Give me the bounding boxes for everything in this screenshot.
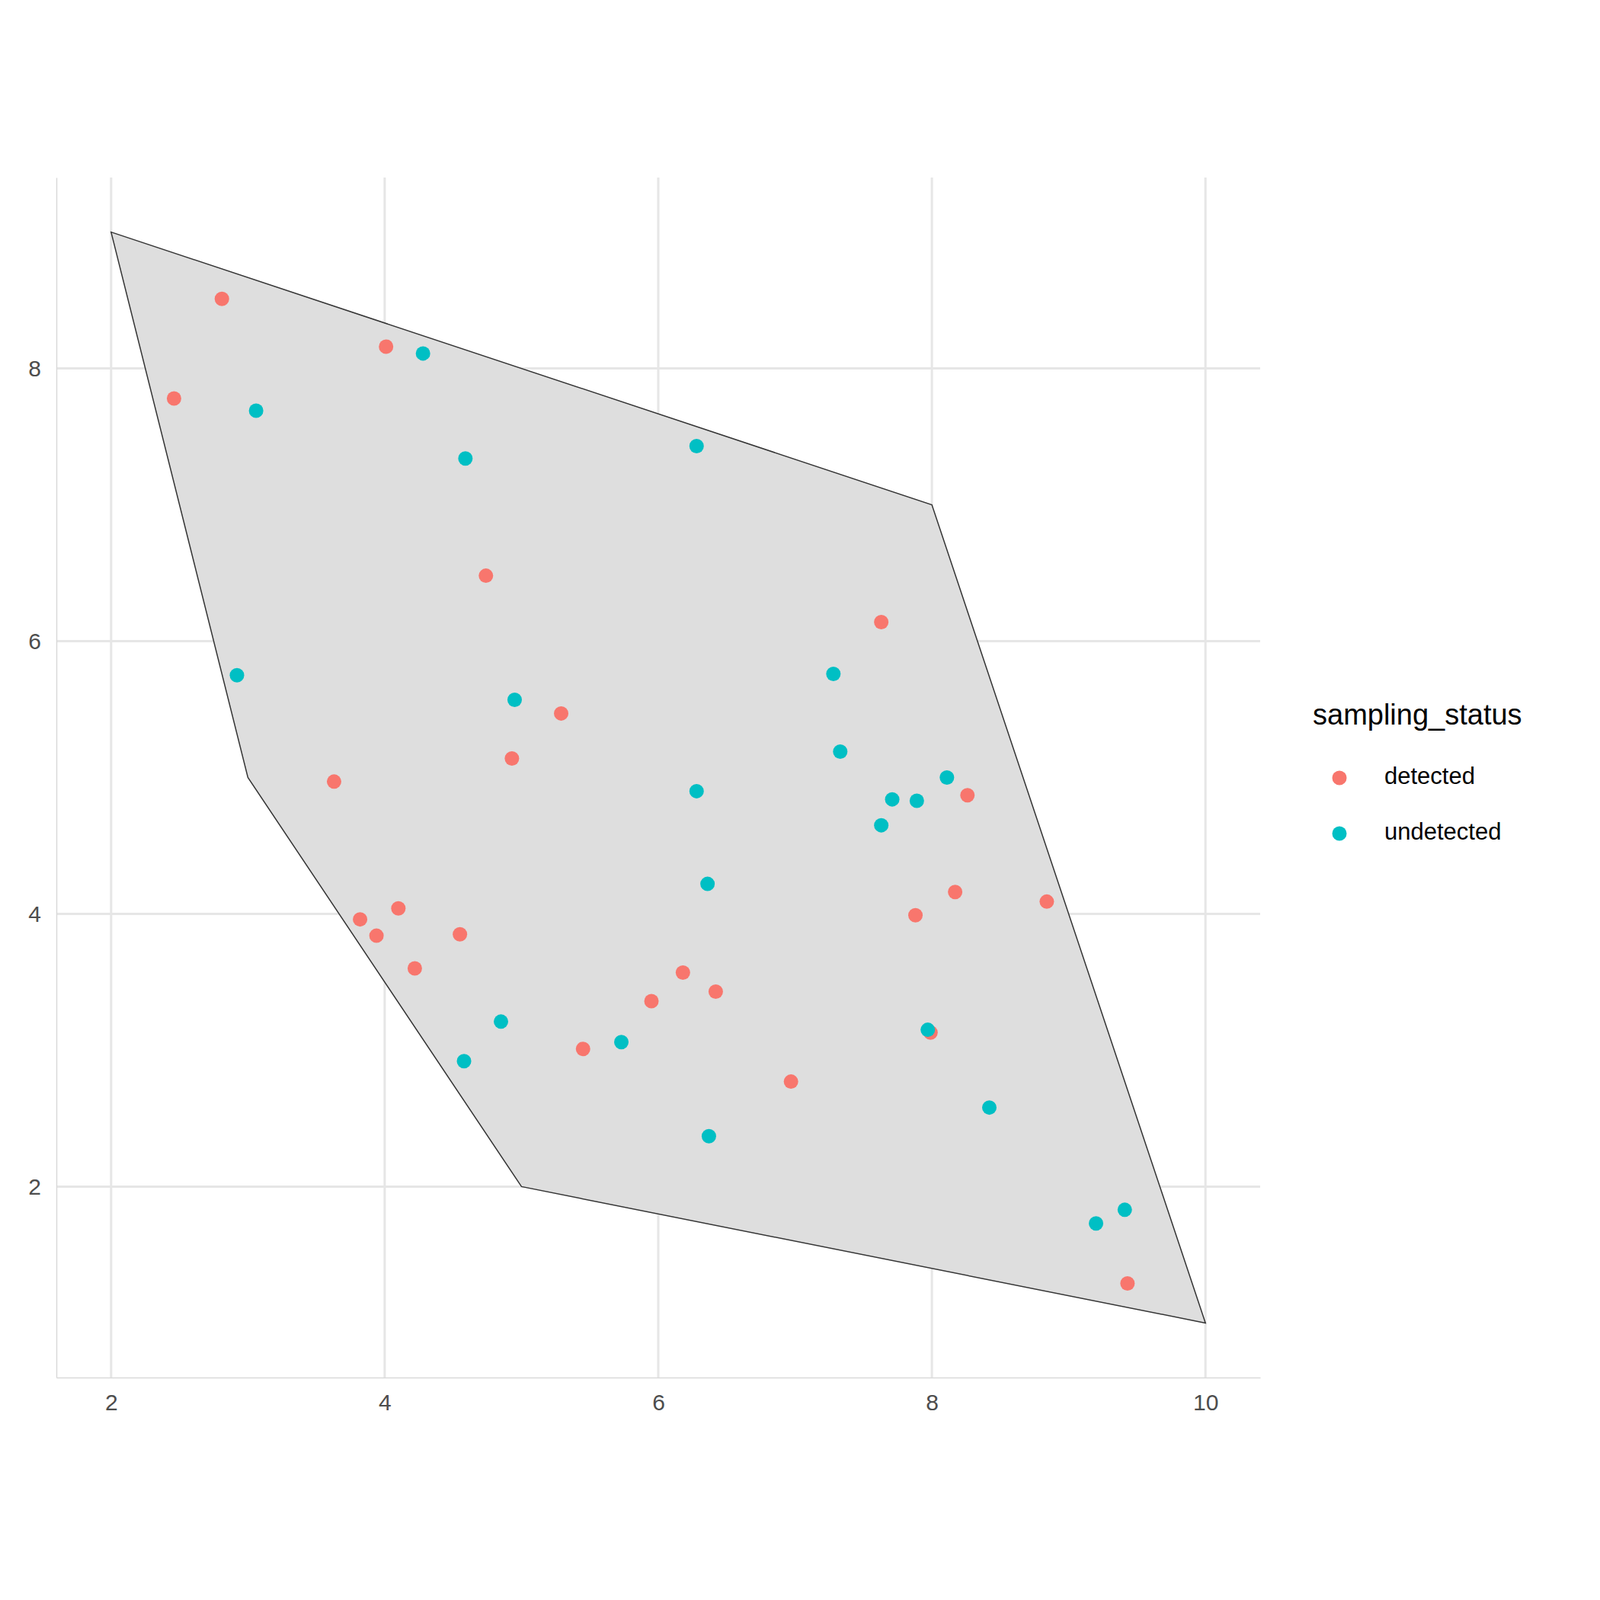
point xyxy=(416,345,431,361)
point xyxy=(478,568,493,583)
point xyxy=(873,614,889,630)
tick-label: 2 xyxy=(28,1174,42,1200)
axis-line xyxy=(56,178,58,1379)
tick-label: 10 xyxy=(1193,1389,1219,1415)
point xyxy=(947,884,963,900)
polygon xyxy=(111,232,1206,1324)
tick-label: 8 xyxy=(925,1389,939,1415)
point xyxy=(457,1053,472,1069)
point xyxy=(166,390,182,406)
point xyxy=(369,928,384,944)
point xyxy=(1117,1202,1133,1217)
point xyxy=(352,912,368,927)
tick-label: 2 xyxy=(105,1389,119,1415)
tick-label: 4 xyxy=(28,901,42,927)
point xyxy=(701,1129,717,1144)
point xyxy=(708,984,724,999)
point xyxy=(576,1041,591,1056)
legend-swatch xyxy=(1332,826,1348,842)
point xyxy=(784,1074,799,1089)
point xyxy=(230,668,245,683)
legend-swatch xyxy=(1332,771,1348,786)
point xyxy=(493,1014,509,1029)
legend-label: detected xyxy=(1384,762,1476,790)
point xyxy=(504,751,519,766)
point xyxy=(452,927,468,942)
point xyxy=(507,692,522,708)
series xyxy=(230,345,1133,1231)
point xyxy=(553,706,569,721)
series xyxy=(166,291,1135,1291)
tick: 10 xyxy=(1193,1377,1219,1415)
point xyxy=(1120,1276,1135,1291)
point xyxy=(457,451,473,466)
tick-label: 4 xyxy=(378,1389,392,1415)
point xyxy=(885,792,900,807)
chart: 2 4 6 8 10 2 4 6 8 sampling_status detected undetec… xyxy=(0,0,1600,1600)
point xyxy=(909,793,925,808)
point xyxy=(873,818,889,833)
point xyxy=(689,784,704,799)
point xyxy=(1088,1216,1104,1231)
legend: sampling_status detected undetected xyxy=(1312,698,1523,845)
point xyxy=(378,339,394,354)
tick: 8 xyxy=(28,355,57,381)
tick: 2 xyxy=(105,1377,119,1415)
grid-line xyxy=(1204,177,1207,1378)
grid-line xyxy=(109,177,112,1378)
point xyxy=(689,438,704,454)
tick: 6 xyxy=(28,628,57,654)
tick-label: 8 xyxy=(28,355,42,381)
point xyxy=(675,965,691,980)
point xyxy=(326,774,342,789)
point xyxy=(960,787,975,803)
point xyxy=(920,1022,935,1037)
point xyxy=(908,908,923,923)
point xyxy=(644,994,660,1009)
point xyxy=(825,666,841,682)
tick-label: 6 xyxy=(652,1389,666,1415)
point xyxy=(982,1100,997,1115)
point xyxy=(832,744,848,759)
tick: 4 xyxy=(378,1377,392,1415)
tick-label: 6 xyxy=(28,628,42,654)
point xyxy=(700,876,715,892)
y-axis: 2 4 6 8 xyxy=(28,178,57,1379)
tick: 2 xyxy=(28,1174,57,1200)
legend-title: sampling_status xyxy=(1312,698,1523,731)
point xyxy=(614,1034,629,1050)
tick: 8 xyxy=(925,1377,939,1415)
axis-line xyxy=(57,1377,1261,1380)
grid xyxy=(56,177,1261,1378)
point xyxy=(214,291,230,307)
point xyxy=(407,961,423,976)
point xyxy=(249,403,264,419)
plot-area xyxy=(111,232,1206,1324)
point xyxy=(1039,894,1054,909)
x-axis: 2 4 6 8 10 xyxy=(57,1377,1261,1415)
point xyxy=(390,901,406,916)
tick: 4 xyxy=(28,901,57,927)
legend-label: undetected xyxy=(1384,818,1501,845)
tick: 6 xyxy=(652,1377,666,1415)
point xyxy=(939,770,954,785)
